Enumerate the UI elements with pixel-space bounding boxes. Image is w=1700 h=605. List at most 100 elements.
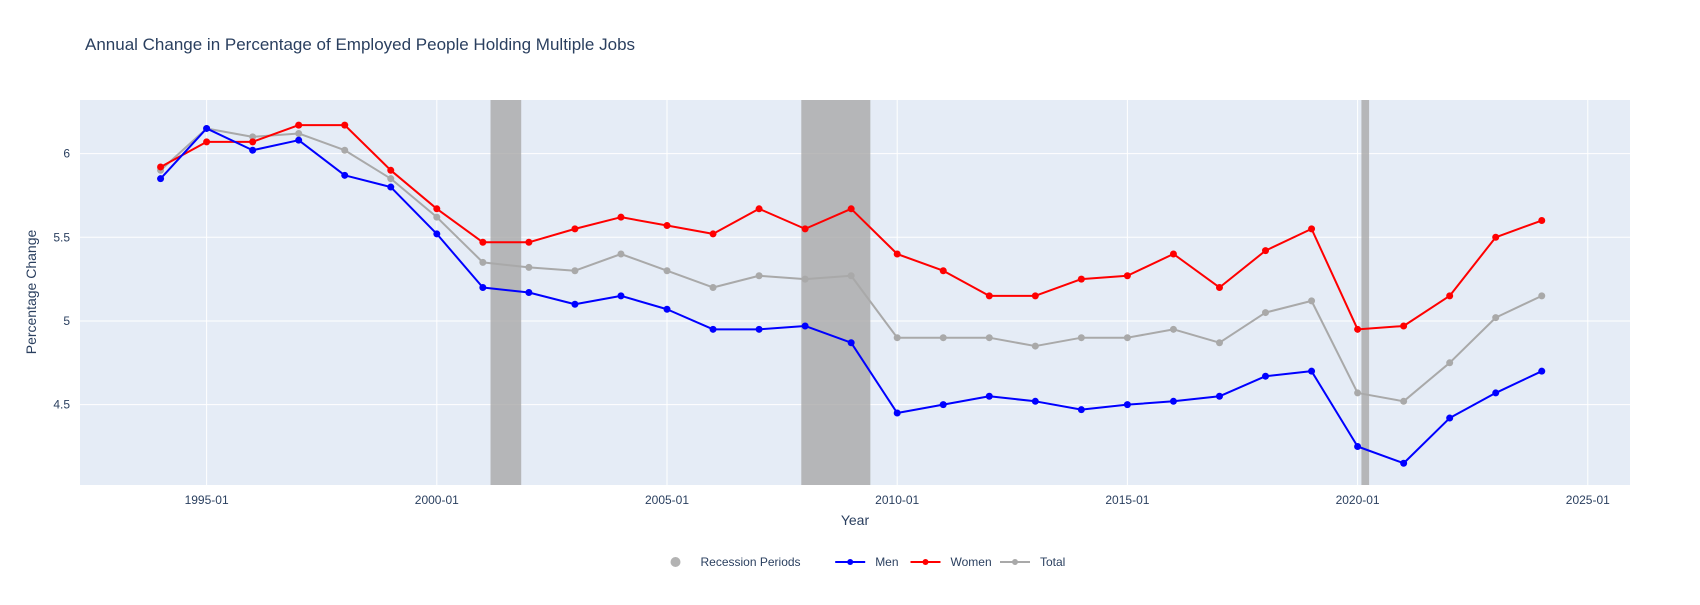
- data-point-men[interactable]: [1308, 367, 1316, 375]
- data-point-women[interactable]: [755, 205, 763, 213]
- legend-item-women[interactable]: Women: [910, 555, 992, 569]
- legend-item-men[interactable]: Men: [835, 555, 899, 569]
- data-point-men[interactable]: [893, 409, 901, 417]
- data-point-women[interactable]: [479, 238, 487, 246]
- data-point-men[interactable]: [295, 136, 303, 144]
- data-point-total[interactable]: [617, 250, 625, 258]
- data-point-women[interactable]: [341, 121, 349, 129]
- data-point-total[interactable]: [847, 272, 855, 280]
- data-point-total[interactable]: [1123, 334, 1131, 342]
- data-point-women[interactable]: [985, 292, 993, 300]
- data-point-men[interactable]: [203, 124, 211, 132]
- data-point-total[interactable]: [1308, 297, 1316, 305]
- data-point-women[interactable]: [1492, 233, 1500, 241]
- data-point-men[interactable]: [341, 171, 349, 179]
- data-point-women[interactable]: [617, 213, 625, 221]
- data-point-women[interactable]: [295, 121, 303, 129]
- data-point-women[interactable]: [1400, 322, 1408, 330]
- data-point-total[interactable]: [755, 272, 763, 280]
- data-point-total[interactable]: [571, 267, 579, 275]
- data-point-women[interactable]: [203, 138, 211, 146]
- data-point-women[interactable]: [433, 205, 441, 213]
- data-point-women[interactable]: [847, 205, 855, 213]
- data-point-women[interactable]: [157, 163, 165, 171]
- data-point-men[interactable]: [1123, 401, 1131, 409]
- data-point-total[interactable]: [1262, 309, 1270, 317]
- data-point-women[interactable]: [1446, 292, 1454, 300]
- data-point-women[interactable]: [1262, 247, 1270, 255]
- data-point-women[interactable]: [1308, 225, 1316, 233]
- data-point-men[interactable]: [1538, 367, 1546, 375]
- data-point-total[interactable]: [1354, 389, 1362, 397]
- data-point-men[interactable]: [571, 300, 579, 308]
- data-point-total[interactable]: [387, 175, 395, 183]
- data-point-women[interactable]: [709, 230, 717, 238]
- data-point-men[interactable]: [1215, 392, 1223, 400]
- data-point-total[interactable]: [709, 283, 717, 291]
- data-point-women[interactable]: [663, 222, 671, 230]
- recession-bands: [490, 100, 1370, 485]
- data-point-men[interactable]: [1400, 459, 1408, 467]
- data-point-total[interactable]: [663, 267, 671, 275]
- data-point-women[interactable]: [893, 250, 901, 258]
- data-point-men[interactable]: [1492, 389, 1500, 397]
- data-point-men[interactable]: [1169, 397, 1177, 405]
- data-point-men[interactable]: [1354, 443, 1362, 450]
- data-point-total[interactable]: [433, 213, 441, 221]
- data-point-total[interactable]: [801, 275, 809, 283]
- data-point-women[interactable]: [525, 238, 533, 246]
- data-point-total[interactable]: [1400, 397, 1408, 405]
- data-point-women[interactable]: [1354, 325, 1362, 333]
- data-point-men[interactable]: [1262, 372, 1270, 380]
- data-point-women[interactable]: [387, 166, 395, 174]
- data-point-total[interactable]: [1169, 325, 1177, 333]
- data-point-men[interactable]: [1446, 414, 1454, 422]
- data-point-men[interactable]: [709, 325, 717, 333]
- data-point-men[interactable]: [387, 183, 395, 191]
- data-point-men[interactable]: [847, 339, 855, 347]
- data-point-women[interactable]: [1215, 283, 1223, 291]
- legend-label: Total: [1040, 555, 1065, 569]
- data-point-women[interactable]: [1123, 272, 1131, 280]
- data-point-total[interactable]: [939, 334, 947, 342]
- data-point-men[interactable]: [479, 283, 487, 291]
- data-point-total[interactable]: [1077, 334, 1085, 342]
- data-point-women[interactable]: [1077, 275, 1085, 283]
- legend-item-total[interactable]: Total: [1000, 555, 1065, 569]
- legend-item-recession-periods[interactable]: Recession Periods: [670, 555, 801, 569]
- data-point-men[interactable]: [433, 230, 441, 238]
- data-point-men[interactable]: [1031, 397, 1039, 405]
- data-point-total[interactable]: [295, 129, 303, 137]
- data-point-men[interactable]: [525, 289, 533, 296]
- data-point-women[interactable]: [1538, 217, 1546, 225]
- data-point-men[interactable]: [663, 305, 671, 313]
- data-point-total[interactable]: [893, 334, 901, 342]
- data-point-total[interactable]: [479, 258, 487, 266]
- data-point-total[interactable]: [1215, 339, 1223, 347]
- legend-label: Recession Periods: [701, 555, 801, 569]
- data-point-men[interactable]: [801, 322, 809, 330]
- data-point-total[interactable]: [1538, 292, 1546, 300]
- data-point-total[interactable]: [985, 334, 993, 342]
- data-point-total[interactable]: [1031, 342, 1039, 350]
- legend-marker-dot: [847, 559, 854, 565]
- y-tick-label: 4.5: [53, 398, 70, 412]
- data-point-women[interactable]: [571, 225, 579, 233]
- data-point-total[interactable]: [341, 146, 349, 154]
- data-point-total[interactable]: [1492, 314, 1500, 322]
- data-point-men[interactable]: [249, 146, 257, 154]
- data-point-women[interactable]: [249, 138, 257, 146]
- data-point-men[interactable]: [157, 175, 165, 183]
- data-point-men[interactable]: [939, 401, 947, 409]
- data-point-women[interactable]: [1031, 292, 1039, 300]
- data-point-men[interactable]: [755, 325, 763, 333]
- data-point-women[interactable]: [939, 267, 947, 275]
- data-point-total[interactable]: [249, 133, 257, 141]
- data-point-total[interactable]: [525, 263, 533, 271]
- data-point-women[interactable]: [801, 225, 809, 233]
- data-point-total[interactable]: [1446, 359, 1454, 367]
- data-point-women[interactable]: [1169, 250, 1177, 258]
- data-point-men[interactable]: [1077, 406, 1085, 414]
- data-point-men[interactable]: [617, 292, 625, 300]
- data-point-men[interactable]: [985, 392, 993, 400]
